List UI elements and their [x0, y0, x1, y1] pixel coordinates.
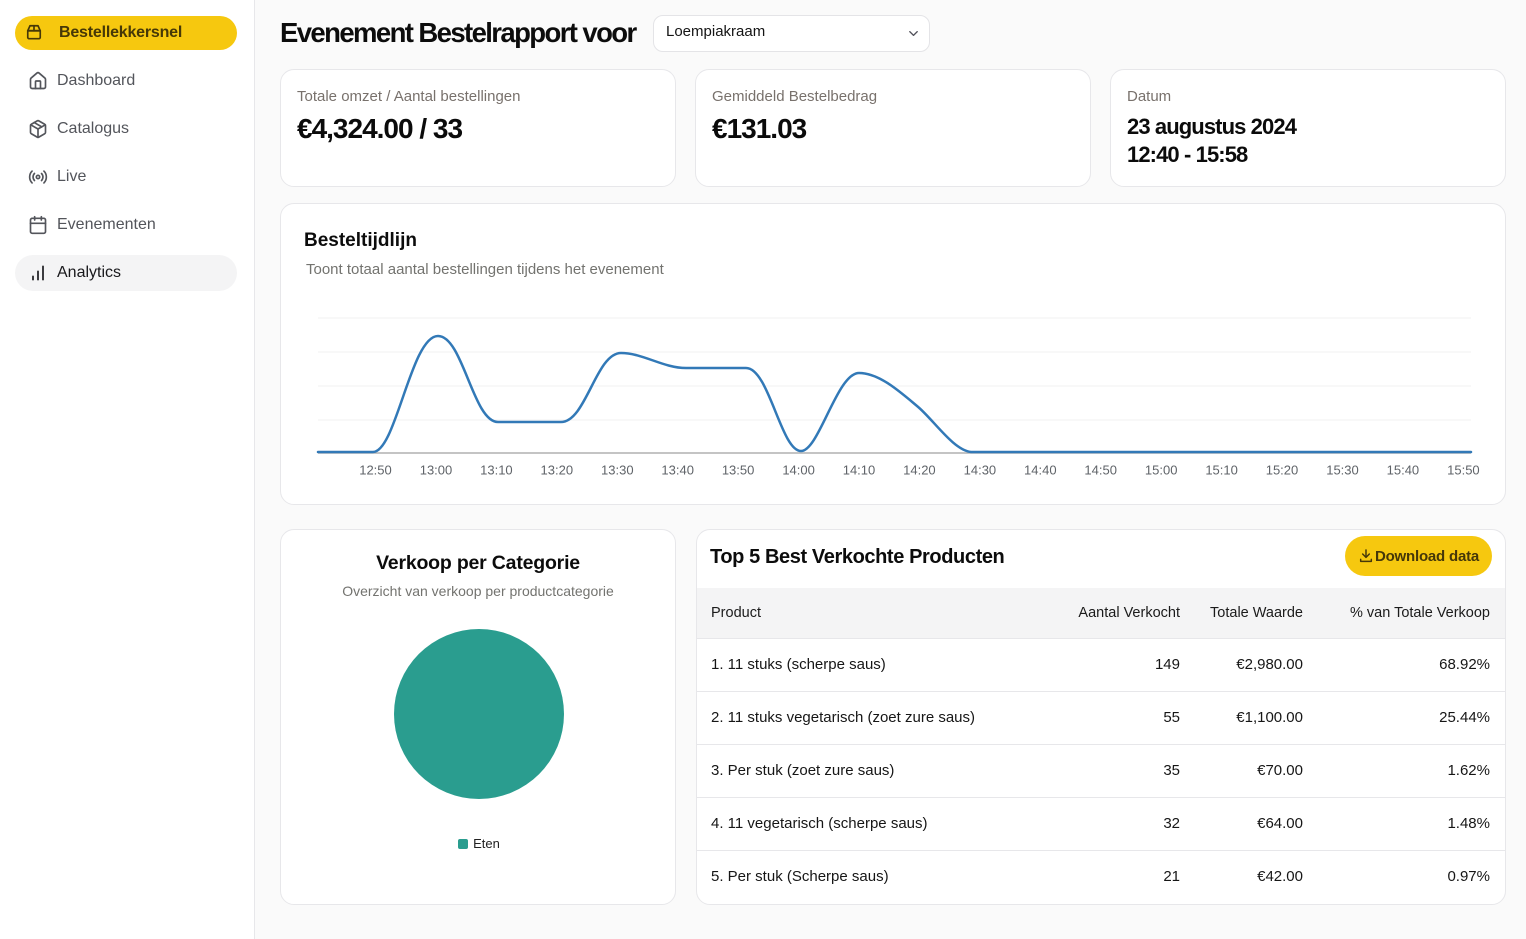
svg-text:14:20: 14:20 — [903, 463, 936, 478]
svg-text:15:20: 15:20 — [1266, 463, 1299, 478]
svg-text:15:10: 15:10 — [1205, 463, 1238, 478]
svg-text:13:40: 13:40 — [661, 463, 694, 478]
svg-text:15:00: 15:00 — [1145, 463, 1178, 478]
svg-text:13:00: 13:00 — [420, 463, 453, 478]
svg-text:13:50: 13:50 — [722, 463, 755, 478]
svg-text:13:10: 13:10 — [480, 463, 513, 478]
svg-text:14:10: 14:10 — [843, 463, 876, 478]
svg-text:12:50: 12:50 — [359, 463, 392, 478]
svg-text:14:40: 14:40 — [1024, 463, 1057, 478]
svg-text:13:20: 13:20 — [541, 463, 574, 478]
svg-text:15:50: 15:50 — [1447, 463, 1480, 478]
svg-text:14:00: 14:00 — [782, 463, 815, 478]
svg-text:14:30: 14:30 — [964, 463, 997, 478]
svg-text:13:30: 13:30 — [601, 463, 634, 478]
svg-text:15:40: 15:40 — [1387, 463, 1420, 478]
svg-text:14:50: 14:50 — [1084, 463, 1117, 478]
svg-text:15:30: 15:30 — [1326, 463, 1359, 478]
